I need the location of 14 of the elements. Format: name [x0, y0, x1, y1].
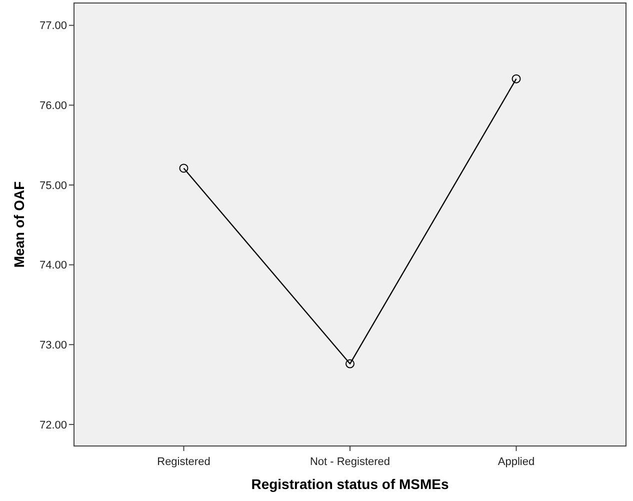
y-tick-label: 73.00	[39, 339, 67, 352]
y-tick-label: 72.00	[39, 419, 67, 432]
y-tick-label: 76.00	[39, 100, 67, 112]
x-axis-title: Registration status of MSMEs	[251, 476, 449, 492]
y-axis-title: Mean of OAF	[11, 180, 27, 268]
point	[179, 164, 188, 173]
y-tick-label: 77.00	[39, 20, 67, 32]
x-tick-label: Not - Registered	[310, 456, 390, 468]
point	[346, 359, 354, 368]
y-tick-label: 74.00	[39, 260, 67, 272]
x-tick-label: Registered	[157, 456, 210, 468]
point	[512, 74, 521, 84]
y-tick-label: 75.00	[39, 180, 67, 192]
x-tick-label: Applied	[498, 456, 535, 468]
